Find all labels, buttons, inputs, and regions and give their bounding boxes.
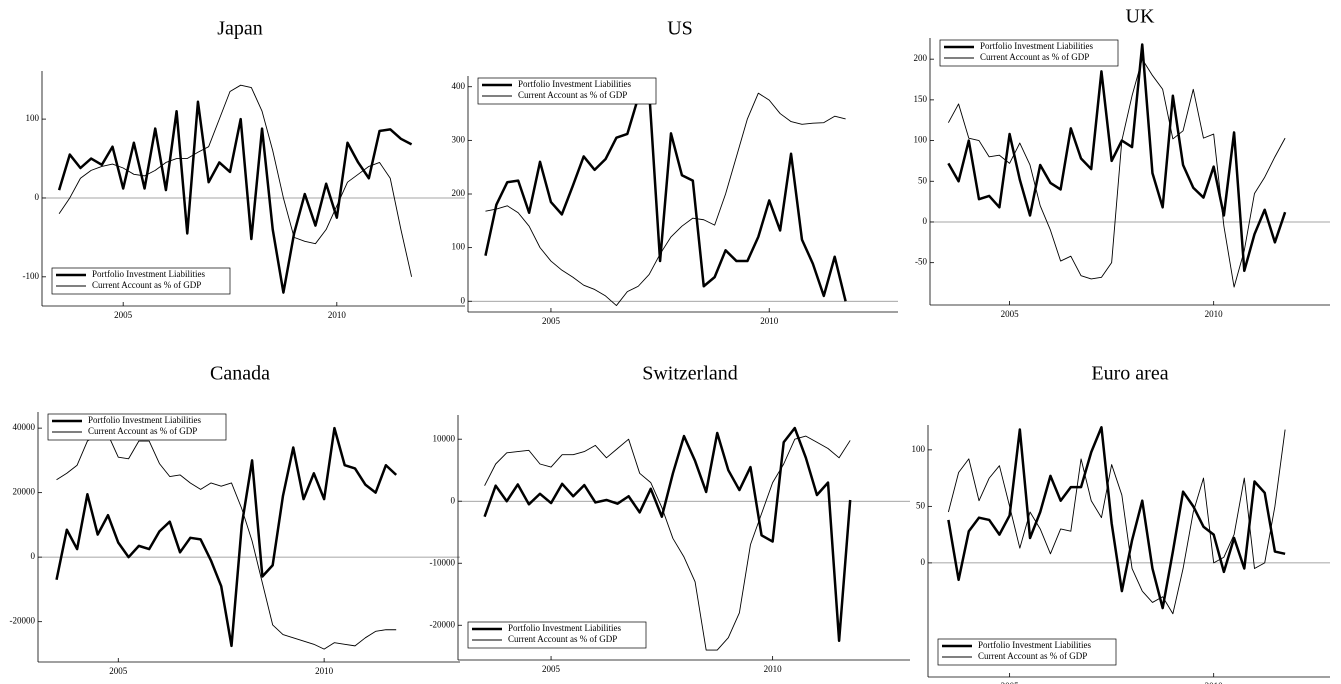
y-tick-label: 40000 bbox=[13, 422, 36, 432]
x-tick-label: 2005 bbox=[1001, 681, 1020, 684]
series-line bbox=[483, 426, 852, 643]
panel: Canada -20000 0 20000 40000 2005 2010 Portfolio… bbox=[10, 363, 460, 676]
panel-title: Canada bbox=[210, 363, 270, 385]
y-tick-label: 100 bbox=[452, 242, 466, 252]
legend-label: Portfolio Investment Liabilities bbox=[88, 415, 201, 425]
y-tick-label: -100 bbox=[23, 271, 40, 281]
panel: US 0 100 200 300 400 2005 2010 Portfolio Investm… bbox=[452, 18, 898, 326]
y-tick-label: 100 bbox=[912, 444, 926, 454]
panel-title: US bbox=[667, 18, 693, 40]
legend-label: Current Account as % of GDP bbox=[518, 90, 627, 100]
x-tick-label: 2005 bbox=[114, 310, 133, 320]
panel-title: Euro area bbox=[1091, 363, 1168, 385]
series-line bbox=[947, 426, 1286, 610]
x-tick-label: 2005 bbox=[542, 664, 561, 674]
panel-title: Switzerland bbox=[642, 363, 738, 385]
y-tick-label: 0 bbox=[451, 495, 456, 505]
y-tick-label: 300 bbox=[452, 134, 466, 144]
y-tick-label: 0 bbox=[921, 557, 926, 567]
y-tick-label: 0 bbox=[923, 216, 928, 226]
legend-box bbox=[47, 413, 227, 441]
legend-label: Current Account as % of GDP bbox=[88, 426, 197, 436]
series-line bbox=[485, 92, 846, 307]
y-tick-label: -20000 bbox=[10, 616, 36, 626]
x-tick-label: 2010 bbox=[1205, 681, 1224, 684]
x-tick-label: 2010 bbox=[1205, 309, 1224, 319]
y-tick-label: 10000 bbox=[433, 433, 456, 443]
x-tick-label: 2010 bbox=[328, 310, 347, 320]
panel: Japan -100 0 100 2005 2010 Portfolio Investmen… bbox=[23, 18, 465, 320]
y-tick-label: 200 bbox=[452, 188, 466, 198]
x-tick-label: 2005 bbox=[109, 666, 128, 676]
x-tick-label: 2005 bbox=[542, 316, 561, 326]
panel: UK -50 0 50 100 150 200 2005 2010 Portfolio Inves… bbox=[914, 6, 1330, 319]
series-line bbox=[484, 435, 851, 651]
y-tick-label: 0 bbox=[31, 551, 36, 561]
y-tick-label: -50 bbox=[915, 257, 927, 267]
x-tick-label: 2010 bbox=[760, 316, 779, 326]
series-line bbox=[55, 426, 398, 648]
y-tick-label: 200 bbox=[914, 53, 928, 63]
x-tick-label: 2005 bbox=[1001, 309, 1020, 319]
series-line bbox=[947, 429, 1286, 615]
x-tick-label: 2010 bbox=[315, 666, 334, 676]
y-tick-label: 400 bbox=[452, 81, 466, 91]
legend-box bbox=[51, 267, 231, 295]
series-line bbox=[57, 100, 413, 294]
series-line bbox=[56, 434, 397, 650]
series-line bbox=[947, 43, 1287, 273]
panel: Switzerland -20000 -10000 0 10000 2005 2010 Por… bbox=[430, 363, 910, 674]
legend-label: Portfolio Investment Liabilities bbox=[508, 623, 621, 633]
series-line bbox=[484, 89, 847, 302]
legend-label: Current Account as % of GDP bbox=[978, 651, 1087, 661]
y-tick-label: -10000 bbox=[430, 557, 456, 567]
panel-title: Japan bbox=[217, 18, 263, 40]
legend-label: Portfolio Investment Liabilities bbox=[518, 79, 631, 89]
legend-box bbox=[467, 621, 647, 649]
y-tick-label: 0 bbox=[35, 192, 40, 202]
y-tick-label: 20000 bbox=[13, 487, 36, 497]
legend-box bbox=[937, 638, 1117, 666]
legend-box bbox=[477, 77, 657, 105]
series-line bbox=[58, 84, 413, 277]
y-tick-label: -20000 bbox=[430, 619, 456, 629]
y-tick-label: 50 bbox=[918, 175, 928, 185]
legend-label: Portfolio Investment Liabilities bbox=[980, 41, 1093, 51]
y-tick-label: 100 bbox=[26, 113, 40, 123]
y-tick-label: 100 bbox=[914, 135, 928, 145]
legend-label: Portfolio Investment Liabilities bbox=[92, 269, 205, 279]
legend-box bbox=[939, 39, 1119, 67]
panel-title: UK bbox=[1126, 6, 1155, 28]
series-line bbox=[947, 58, 1286, 288]
legend-label: Portfolio Investment Liabilities bbox=[978, 640, 1091, 650]
legend-label: Current Account as % of GDP bbox=[980, 52, 1089, 62]
y-tick-label: 0 bbox=[461, 295, 466, 305]
y-tick-label: 50 bbox=[916, 500, 926, 510]
x-tick-label: 2010 bbox=[764, 664, 783, 674]
panel: Euro area 0 50 100 2005 2010 Portfolio Investm… bbox=[912, 363, 1330, 684]
legend-label: Current Account as % of GDP bbox=[508, 634, 617, 644]
legend-label: Current Account as % of GDP bbox=[92, 280, 201, 290]
y-tick-label: 150 bbox=[914, 94, 928, 104]
